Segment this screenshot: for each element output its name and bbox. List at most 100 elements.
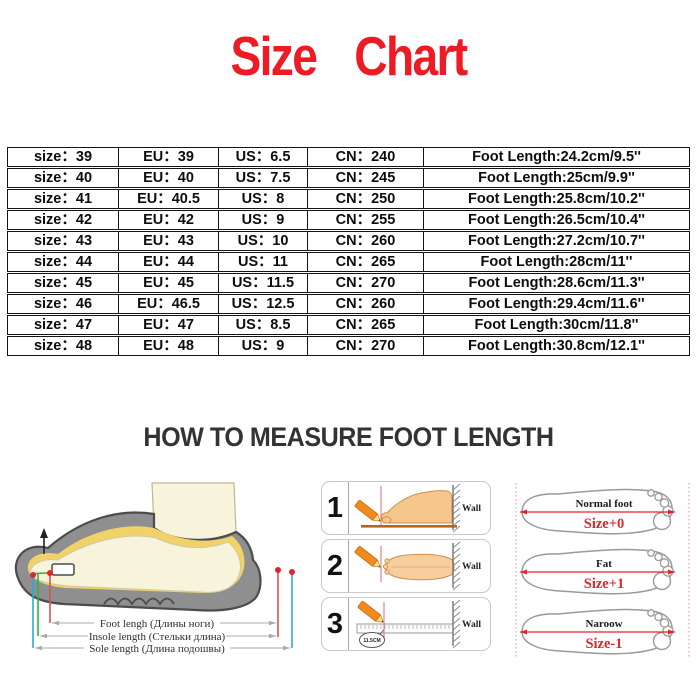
- marker-dot: [30, 572, 36, 578]
- toe: [654, 612, 663, 622]
- table-row: size：48 EU：48 US：9 CN：270 Foot Length:30…: [7, 336, 690, 356]
- floor-line: [361, 525, 457, 528]
- eu-cell: EU：42: [118, 211, 218, 229]
- up-arrow-head: [40, 528, 48, 538]
- leg-shape: [151, 482, 237, 541]
- sole-length-label: Sole length (Длина подошвы): [89, 643, 225, 655]
- toe: [654, 492, 663, 502]
- table-row: size：44 EU：44 US：11 CN：265 Foot Length:2…: [7, 252, 690, 272]
- step-3-art: 11.5CM Wall: [349, 598, 490, 650]
- table-row: size：41 EU：40.5 US：8 CN：250 Foot Length:…: [7, 189, 690, 209]
- table-row: size：45 EU：45 US：11.5 CN：270 Foot Length…: [7, 273, 690, 293]
- cn-cell: CN：265: [307, 253, 423, 271]
- wall-label: Wall: [462, 562, 481, 572]
- cn-cell: CN：260: [307, 232, 423, 250]
- sole-tread: [103, 597, 175, 606]
- eu-cell: EU：48: [118, 337, 218, 355]
- us-cell: US：11.5: [218, 274, 307, 292]
- arrow-head: [668, 629, 675, 635]
- us-cell: US：10: [218, 232, 307, 250]
- arrow-head: [35, 645, 42, 651]
- wall-label: Wall: [462, 504, 481, 514]
- arrow-head: [283, 645, 290, 651]
- size-cell: size：41: [33, 191, 93, 207]
- table-row: size：39 EU：39 US：6.5 CN：240 Foot Length:…: [7, 147, 690, 167]
- toe: [659, 618, 670, 628]
- foot-type-name: Normal foot: [575, 498, 632, 510]
- toe: [659, 498, 670, 508]
- foot-type-fat: Fat Size+1: [520, 548, 675, 595]
- eu-cell: EU：40.5: [118, 190, 218, 208]
- arrow-head: [269, 633, 276, 639]
- arrow-head: [668, 569, 675, 575]
- size-cell: size：46: [33, 296, 93, 312]
- us-cell: US：12.5: [218, 295, 307, 313]
- foot-length-label: Foot lengh (Длины ноги): [100, 618, 214, 630]
- insole-length-label: Insole length (Стельки длина): [89, 631, 226, 643]
- step-2: 2 Wall: [321, 539, 491, 593]
- foot-type-narrow: Naroow Size-1: [520, 608, 675, 655]
- cn-cell: CN：255: [307, 211, 423, 229]
- foot-length-cell: Foot Length:27.2cm/10.7'': [423, 232, 689, 250]
- foot-length-cell: Foot Length:29.4cm/11.6'': [423, 295, 689, 313]
- step-3-diagram: 11.5CM Wall: [356, 599, 481, 649]
- arrow-head: [668, 509, 675, 515]
- foot-side-view: [381, 490, 453, 524]
- size-cell: size：43: [33, 233, 93, 249]
- toe-bump: [381, 516, 392, 524]
- wall-label: Wall: [462, 620, 481, 630]
- step-2-art: Wall: [349, 540, 490, 592]
- shoe-measure-diagram: Foot lengh (Длины ноги) Insole length (С…: [14, 482, 295, 655]
- measurement-note: 11.5CM: [363, 638, 380, 644]
- step-1-diagram: Wall: [354, 483, 481, 533]
- us-cell: US：9: [218, 211, 307, 229]
- foot-type-name: Fat: [596, 558, 612, 570]
- measurement-note-bubble: [359, 632, 385, 648]
- cn-cell: CN：245: [307, 169, 423, 187]
- step-number: 2: [322, 540, 349, 592]
- toe: [659, 558, 670, 568]
- cn-cell: CN：270: [307, 274, 423, 292]
- page-title: Size Chart: [230, 25, 468, 87]
- foot-length-cell: Foot Length:28cm/11'': [423, 253, 689, 271]
- us-cell: US：8.5: [218, 316, 307, 334]
- size-cell: size：45: [33, 275, 93, 291]
- foot-types-diagram: Normal foot Size+0 Fat Size+1: [515, 483, 690, 657]
- foot-type-size: Size+0: [584, 516, 624, 532]
- arrow-head: [52, 620, 59, 626]
- toe-bump: [382, 563, 389, 570]
- eu-cell: EU：44: [118, 253, 218, 271]
- foot-type-name: Naroow: [585, 618, 622, 630]
- wall-hatching: [452, 483, 461, 533]
- green-arrow: [34, 572, 49, 575]
- table-row: size：47 EU：47 US：8.5 CN：265 Foot Length:…: [7, 315, 690, 335]
- arrow-head: [520, 629, 527, 635]
- cn-cell: CN：260: [307, 295, 423, 313]
- cn-cell: CN：270: [307, 337, 423, 355]
- foot-type-normal: Normal foot Size+0: [520, 488, 675, 535]
- size-cell: size：42: [33, 212, 93, 228]
- foot-shape: [29, 535, 241, 593]
- size-cell: size：39: [33, 149, 93, 165]
- foot-length-cell: Foot Length:26.5cm/10.4'': [423, 211, 689, 229]
- marker-dot: [275, 567, 281, 573]
- table-row: size：40 EU：40 US：7.5 CN：245 Foot Length:…: [7, 168, 690, 188]
- foot-length-cell: Foot Length:30cm/11.8'': [423, 316, 689, 334]
- us-cell: US：7.5: [218, 169, 307, 187]
- table-row: size：46 EU：46.5 US：12.5 CN：260 Foot Leng…: [7, 294, 690, 314]
- size-table: size：39 EU：39 US：6.5 CN：240 Foot Length:…: [7, 147, 690, 357]
- eu-cell: EU：40: [118, 169, 218, 187]
- pencil-icon: [354, 546, 381, 568]
- eu-cell: EU：45: [118, 274, 218, 292]
- us-cell: US：6.5: [218, 148, 307, 166]
- pencil-icon: [354, 500, 381, 522]
- cn-cell: CN：240: [307, 148, 423, 166]
- size-cell: size：48: [33, 338, 93, 354]
- pencil-icon: [357, 601, 384, 623]
- toe: [647, 489, 655, 497]
- cn-cell: CN：265: [307, 316, 423, 334]
- size-cell: size：40: [33, 170, 93, 186]
- us-cell: US：11: [218, 253, 307, 271]
- measure-heading: HOW TO MEASURE FOOT LENGTH: [143, 422, 554, 452]
